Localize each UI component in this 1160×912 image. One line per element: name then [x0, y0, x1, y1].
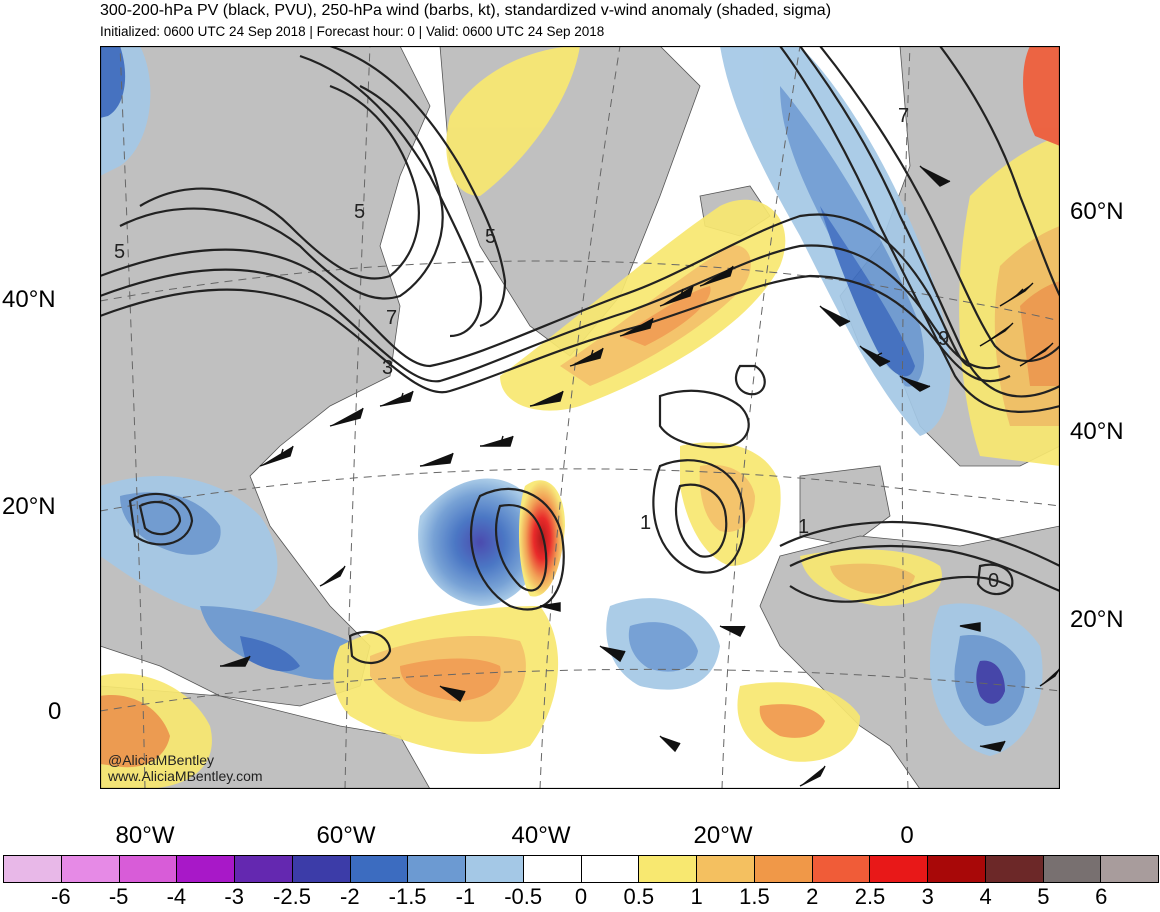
- map-subtitle: Initialized: 0600 UTC 24 Sep 2018 | Fore…: [100, 24, 605, 39]
- graticule: [100, 46, 1060, 789]
- pv-contour-label: 5: [485, 226, 496, 248]
- colorbar-swatch: [465, 855, 523, 883]
- colorbar-swatch: [234, 855, 292, 883]
- colorbar-label: 4: [979, 884, 992, 909]
- colorbar-swatch: [176, 855, 234, 883]
- pv-contour-labels: 5 5 5 7 3 7 9 1 1 0: [114, 105, 999, 592]
- lat-label-left-40n: 40°N: [2, 286, 56, 313]
- colorbar-swatch: [869, 855, 927, 883]
- colorbar-swatch: [638, 855, 696, 883]
- colorbar-swatch: [580, 855, 639, 883]
- colorbar-swatch: [927, 855, 985, 883]
- lon-label-40w: 40°W: [511, 822, 571, 849]
- wind-barbs: [220, 165, 1060, 787]
- colorbar-swatch: [349, 855, 408, 883]
- weather-map: 5 5 5 7 3 7 9 1 1 0: [100, 46, 1060, 789]
- colorbar-label: -5: [108, 884, 129, 909]
- pv-contour-label: 7: [386, 307, 397, 329]
- colorbar-label: 2: [806, 884, 819, 909]
- colorbar-label: -2.5: [273, 884, 311, 909]
- pv-contour-label: 3: [382, 357, 393, 379]
- credit-handle: @AliciaMBentley: [108, 752, 215, 768]
- colorbar-label: 1: [690, 884, 703, 909]
- lat-label-left-20n: 20°N: [2, 493, 56, 520]
- map-title: 300-200-hPa PV (black, PVU), 250-hPa win…: [100, 2, 832, 19]
- colorbar-label: -4: [166, 884, 187, 909]
- colorbar-swatch: [3, 855, 61, 883]
- colorbar-label: 0: [574, 884, 588, 909]
- colorbar-swatch: [696, 855, 754, 883]
- anomaly-positive-central-atlantic: [518, 480, 565, 597]
- colorbar-swatch: [407, 855, 465, 883]
- colorbar-label: 5: [1037, 884, 1050, 909]
- credit-site: www.AliciaMBentley.com: [108, 768, 263, 784]
- colorbar-swatch: [522, 855, 581, 883]
- colorbar-label: 2.5: [854, 884, 886, 909]
- lon-label-80w: 80°W: [115, 822, 175, 849]
- lat-label-right-40n: 40°N: [1070, 418, 1124, 445]
- colorbar: [3, 855, 1159, 885]
- pv-contours: [100, 46, 1060, 664]
- pv-contour-label: 1: [640, 512, 651, 534]
- anomaly-negative-caribbean: [200, 606, 362, 680]
- pv-contour-label: 9: [938, 328, 949, 350]
- lat-label-left-0: 0: [48, 698, 62, 725]
- pv-contour-label: 1: [798, 516, 809, 538]
- lon-label-60w: 60°W: [316, 822, 376, 849]
- pv-contour-label: 5: [114, 241, 125, 263]
- map-frame: [100, 46, 1060, 789]
- anomaly-positive-greenland-west: [446, 46, 580, 196]
- colorbar-label: -1.5: [388, 884, 427, 909]
- lat-label-right-60n: 60°N: [1070, 198, 1124, 225]
- pv-contour-label: 0: [988, 570, 999, 592]
- colorbar-swatch: [1042, 855, 1101, 883]
- colorbar-label: 0.5: [623, 884, 655, 909]
- colorbar-swatch: [1100, 855, 1159, 883]
- colorbar-label: 3: [921, 884, 934, 909]
- colorbar-label: 6: [1095, 884, 1108, 909]
- pv-contour-label: 7: [898, 105, 909, 127]
- colorbar-swatch: [984, 855, 1043, 883]
- colorbar-label: -3: [224, 884, 244, 909]
- colorbar-swatch: [118, 855, 177, 883]
- iberia-land: [799, 465, 891, 547]
- colorbar-label: -2: [340, 884, 360, 909]
- colorbar-label: -0.5: [504, 884, 543, 909]
- colorbar-label: -6: [51, 884, 71, 909]
- colorbar-swatch: [291, 855, 350, 883]
- lon-label-0: 0: [900, 822, 914, 849]
- pv-contour-label: 5: [354, 201, 365, 223]
- colorbar-swatch: [60, 855, 119, 883]
- colorbar-swatch: [811, 855, 870, 883]
- colorbar-label: 1.5: [739, 884, 770, 909]
- lon-label-20w: 20°W: [693, 822, 753, 849]
- lat-label-right-20n: 20°N: [1070, 606, 1124, 633]
- v-wind-anomaly-shading: [100, 46, 1060, 789]
- colorbar-swatch: [753, 855, 812, 883]
- colorbar-label: -1: [455, 884, 476, 909]
